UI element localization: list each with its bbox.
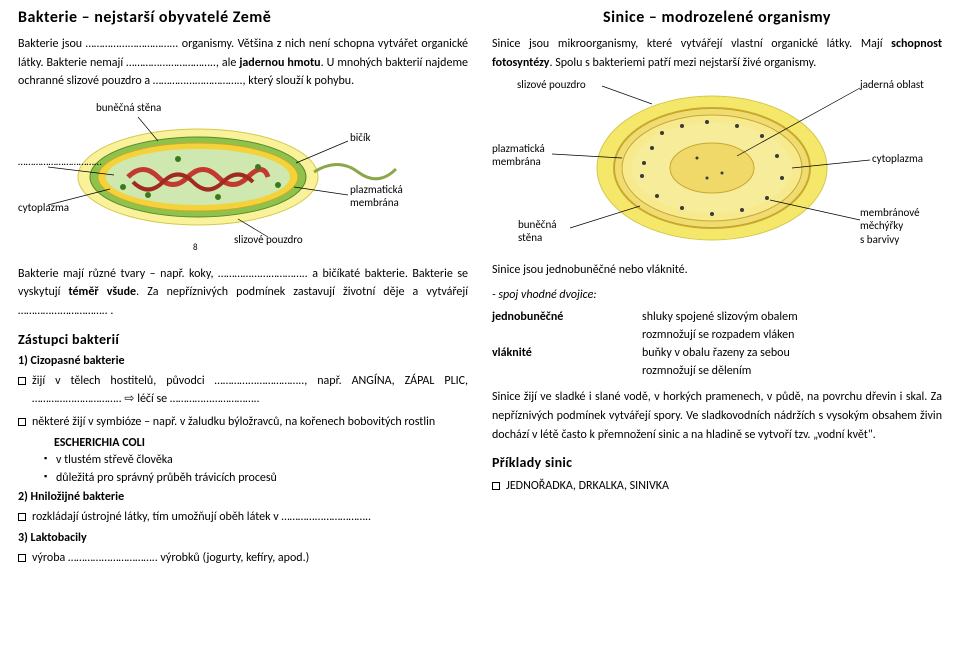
pair-l4 [492,364,642,378]
lbl-plazm: plazmatická membrána [350,183,403,209]
group-2-list: rozkládají ústrojné látky, tím umožňují … [18,508,468,526]
left-intro: Bakterie jsou …………...……………... organismy.… [18,35,468,91]
pair-r4: rozmnožují se dělením [642,364,942,378]
g1-li1: žijí v tělech hostitelů, původci …………...… [18,372,468,408]
ecoli-list: v tlustém střevě člověka důležitá pro sp… [18,453,468,485]
pair-row-3: vláknité buňky v obalu řazeny za sebou [492,346,942,360]
lbl-sliz: slizové pouzdro [234,233,303,246]
right-column: Sinice – modrozelené organismy Sinice js… [492,8,942,572]
right-intro: Sinice jsou mikroorganismy, které vytvář… [492,35,942,72]
left-h2: Zástupci bakterií [18,331,468,348]
left-p2-b: téměř všude [69,285,137,299]
left-p1-b: jadernou hmotu [239,56,320,70]
ecoli-s1: v tlustém střevě člověka [44,453,468,467]
right-p1-c: . Spolu s bakteriemi patří mezi nejstarš… [549,56,816,70]
lbl-cyto: cytoplazma [18,201,69,214]
rlbl-mechy: membránové měchýřky s barvivy [860,206,920,246]
group-3: 3) Laktobacily [18,531,468,545]
lbl-eight: 8 [193,243,198,254]
rlbl-sliz: slizové pouzdro [517,78,586,91]
pair-r1: shluky spojené slizovým obalem [642,310,942,324]
pair-row-1: jednobuněčné shluky spojené slizovým oba… [492,310,942,324]
rlbl-plazm: plazmatická membrána [492,142,545,168]
pair-l2 [492,328,642,342]
pair-l1: jednobuněčné [492,310,642,324]
g1-li2: některé žijí v symbióze – např. v žaludk… [18,413,468,431]
right-p2: Sinice jsou jednobuněčné nebo vláknité. [492,261,942,280]
pair-hdr: - spoj vhodné dvojice: [492,286,942,305]
examples: JEDNOŘADKA, DRKALKA, SINIVKA [492,477,942,495]
g3-li1: výroba …………...…………….. výrobků (jogurty, … [18,549,468,567]
left-title: Bakterie – nejstarší obyvatelé Země [18,8,468,27]
right-title: Sinice – modrozelené organismy [492,8,942,27]
pair-l3: vláknité [492,346,642,360]
bacteria-diagram: buněčná stěna …………………………… cytoplazma bič… [18,97,468,257]
left-column: Bakterie – nejstarší obyvatelé Země Bakt… [18,8,468,572]
right-p3: Sinice žijí ve sladké i slané vodě, v ho… [492,388,942,444]
left-p2: Bakterie mají různé tvary – např. koky, … [18,265,468,321]
group-1-list: žijí v tělech hostitelů, původci …………...… [18,372,468,431]
right-h2: Příklady sinic [492,454,942,471]
cyanobacteria-diagram: slizové pouzdro jaderná oblast plazmatic… [492,78,942,253]
group-3-list: výroba …………...…………….. výrobků (jogurty, … [18,549,468,567]
pair-row-4: rozmnožují se dělením [492,364,942,378]
pair-r2: rozmnožují se rozpadem vláken [642,328,942,342]
right-p1-a: Sinice jsou mikroorganismy, které vytvář… [492,37,891,51]
pair-r3: buňky v obalu řazeny za sebou [642,346,942,360]
examples-list: JEDNOŘADKA, DRKALKA, SINIVKA [492,477,942,495]
rlbl-jadro: jaderná oblast [860,78,924,91]
group-1: 1) Cizopasné bakterie [18,354,468,368]
g2-li1: rozkládají ústrojné látky, tím umožňují … [18,508,468,526]
rlbl-bunecna: buněčná stěna [518,218,557,244]
lbl-blank: …………………………… [18,155,102,168]
group-2: 2) Hniložijné bakterie [18,490,468,504]
lbl-bunecna: buněčná stěna [96,101,161,114]
lbl-bicik: bičík [350,131,370,144]
pair-row-2: rozmnožují se rozpadem vláken [492,328,942,342]
ecoli-s2: důležitá pro správný průběh trávicích pr… [44,471,468,485]
ecoli-title: ESCHERICHIA COLI [54,436,468,450]
rlbl-cyto: cytoplazma [872,152,923,165]
